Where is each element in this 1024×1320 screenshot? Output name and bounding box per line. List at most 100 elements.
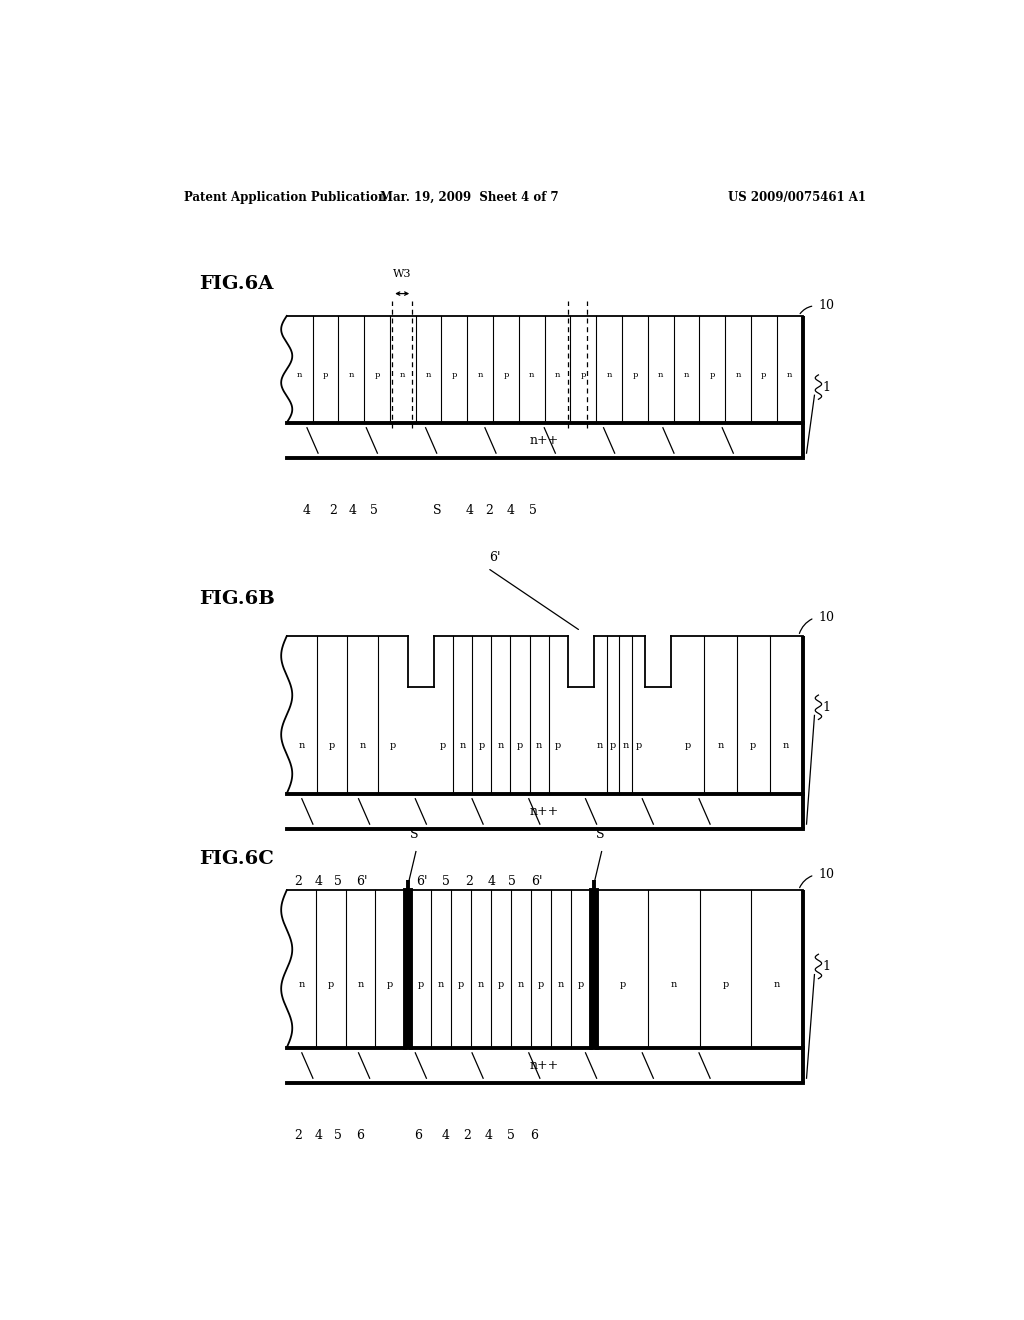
Text: 2: 2 [329, 504, 337, 517]
Text: n: n [557, 981, 564, 989]
Text: n: n [606, 371, 611, 379]
Text: FIG.6C: FIG.6C [200, 850, 274, 867]
Text: p: p [498, 981, 504, 989]
Text: 1: 1 [822, 701, 830, 714]
Text: 6: 6 [414, 1129, 422, 1142]
Text: 6': 6' [489, 552, 501, 565]
Text: n: n [357, 981, 364, 989]
Text: n: n [555, 371, 560, 379]
Text: 5: 5 [335, 875, 342, 888]
Text: p: p [761, 371, 767, 379]
Text: n: n [597, 741, 603, 750]
Text: n: n [298, 981, 304, 989]
Text: n: n [787, 371, 793, 379]
Text: 6': 6' [416, 875, 427, 888]
Text: n: n [517, 981, 524, 989]
Text: 6': 6' [356, 875, 368, 888]
Text: Patent Application Publication: Patent Application Publication [183, 190, 386, 203]
Text: n: n [717, 741, 724, 750]
Text: 6: 6 [356, 1129, 365, 1142]
Text: n: n [498, 741, 504, 750]
Text: p: p [390, 741, 396, 750]
Text: 4: 4 [441, 1129, 450, 1142]
Text: 4: 4 [314, 1129, 323, 1142]
Text: n: n [477, 371, 483, 379]
Text: 10: 10 [818, 869, 835, 882]
Text: FIG.6A: FIG.6A [200, 276, 273, 293]
Text: 4: 4 [302, 504, 310, 517]
Text: p: p [684, 741, 690, 750]
Text: p: p [452, 371, 457, 379]
Text: S: S [433, 504, 441, 517]
Text: p: p [538, 981, 544, 989]
Text: n: n [783, 741, 790, 750]
Text: n: n [671, 981, 677, 989]
Text: n++: n++ [530, 434, 559, 447]
Text: p: p [478, 741, 484, 750]
Text: p: p [620, 981, 626, 989]
Text: 5: 5 [507, 1129, 514, 1142]
Text: n: n [658, 371, 664, 379]
Text: p: p [458, 981, 464, 989]
Text: n: n [400, 371, 406, 379]
Text: p: p [328, 981, 334, 989]
Text: p: p [517, 741, 523, 750]
Text: 5: 5 [335, 1129, 342, 1142]
Text: p: p [387, 981, 393, 989]
Text: p: p [375, 371, 380, 379]
Text: 6': 6' [531, 875, 543, 888]
Text: S: S [596, 829, 604, 841]
Text: 10: 10 [818, 611, 835, 624]
Text: n: n [536, 741, 543, 750]
Text: p: p [440, 741, 446, 750]
Text: n++: n++ [530, 1059, 559, 1072]
Text: 1: 1 [822, 960, 830, 973]
Text: 6: 6 [530, 1129, 539, 1142]
Text: n: n [426, 371, 431, 379]
Text: 4: 4 [507, 504, 514, 517]
Text: n++: n++ [530, 805, 559, 818]
Text: 2: 2 [295, 1129, 302, 1142]
Text: n: n [684, 371, 689, 379]
Text: p: p [323, 371, 328, 379]
Text: n: n [623, 741, 629, 750]
Text: 4: 4 [487, 875, 496, 888]
Text: n: n [348, 371, 354, 379]
Text: p: p [503, 371, 509, 379]
Text: 2: 2 [485, 504, 493, 517]
Text: S: S [410, 829, 419, 841]
Text: US 2009/0075461 A1: US 2009/0075461 A1 [728, 190, 866, 203]
Text: 4: 4 [348, 504, 356, 517]
Text: FIG.6B: FIG.6B [200, 590, 275, 609]
Text: p: p [636, 741, 642, 750]
Text: n: n [460, 741, 466, 750]
Text: 2: 2 [295, 875, 302, 888]
Text: n: n [299, 741, 305, 750]
Text: n: n [774, 981, 780, 989]
Text: 2: 2 [463, 1129, 471, 1142]
Text: 10: 10 [818, 300, 835, 313]
Text: 5: 5 [370, 504, 378, 517]
Text: p: p [578, 981, 584, 989]
Text: p: p [610, 741, 616, 750]
Text: 5: 5 [441, 875, 450, 888]
Text: 4: 4 [465, 504, 473, 517]
Text: p: p [710, 371, 715, 379]
Text: n: n [529, 371, 535, 379]
Text: p: p [722, 981, 728, 989]
Text: n: n [478, 981, 484, 989]
Text: p: p [329, 741, 335, 750]
Text: n: n [438, 981, 444, 989]
Text: p: p [581, 371, 586, 379]
Text: n: n [735, 371, 740, 379]
Text: 1: 1 [822, 380, 830, 393]
Text: p: p [418, 981, 424, 989]
Text: p: p [632, 371, 638, 379]
Text: 4: 4 [314, 875, 323, 888]
Text: W3: W3 [393, 269, 412, 280]
Text: Mar. 19, 2009  Sheet 4 of 7: Mar. 19, 2009 Sheet 4 of 7 [380, 190, 558, 203]
Text: 2: 2 [465, 875, 473, 888]
Text: 5: 5 [508, 875, 516, 888]
Text: n: n [359, 741, 366, 750]
Text: p: p [751, 741, 757, 750]
